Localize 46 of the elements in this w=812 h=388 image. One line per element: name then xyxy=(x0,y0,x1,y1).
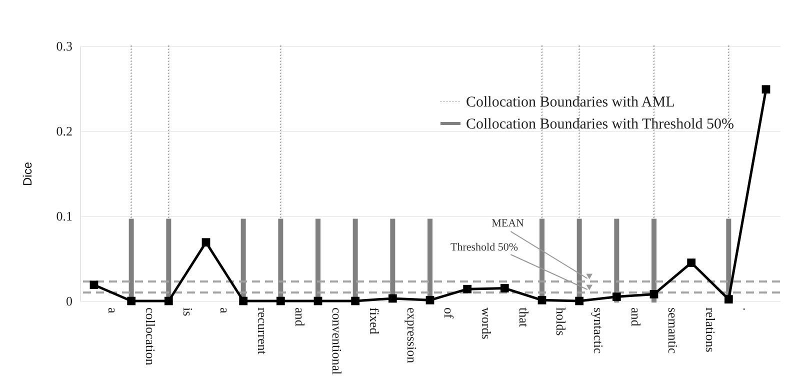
x-tick-label: semantic xyxy=(666,308,681,354)
x-tick-label: relations xyxy=(703,308,718,352)
y-tick-label: 0 xyxy=(66,294,72,308)
ref-line-label: Threshold 50% xyxy=(450,242,518,254)
y-tick-label: 0.1 xyxy=(56,208,72,224)
point xyxy=(127,296,136,306)
point xyxy=(202,238,210,247)
x-tick-label: and xyxy=(292,308,308,327)
point xyxy=(612,292,621,301)
ref-line-label: MEAN xyxy=(492,217,524,230)
x-tick-label: that xyxy=(516,308,532,328)
x-tick-label: syntactic xyxy=(591,308,606,354)
point xyxy=(538,296,546,304)
point xyxy=(426,296,434,304)
y-tick-label: 0.3 xyxy=(56,38,72,54)
x-tick-label: recurrent xyxy=(255,308,270,355)
x-tick-label: of xyxy=(442,308,457,319)
x-tick-label: . xyxy=(740,308,756,311)
x-tick-label: a xyxy=(106,308,121,314)
point xyxy=(500,284,509,292)
point xyxy=(388,294,397,303)
point xyxy=(762,85,770,94)
point xyxy=(239,296,248,306)
point xyxy=(575,296,584,306)
point xyxy=(314,296,322,306)
point xyxy=(276,296,285,306)
x-tick-label: fixed xyxy=(367,308,382,335)
x-tick-label: expression xyxy=(404,308,420,364)
y-tick-label: 0.2 xyxy=(56,124,72,138)
x-tick-label: and xyxy=(628,308,644,327)
legend-label: Collocation Boundaries with Threshold 50% xyxy=(466,116,734,132)
point xyxy=(724,295,733,304)
point xyxy=(650,290,658,298)
point xyxy=(164,296,173,306)
legend-label: Collocation Boundaries with AML xyxy=(466,94,675,110)
x-tick-label: holds xyxy=(554,308,569,336)
x-tick-label: a xyxy=(218,308,233,314)
x-tick-label: is xyxy=(180,308,196,316)
y-axis-title: Dice xyxy=(20,162,34,186)
x-tick-label: words xyxy=(479,308,494,340)
x-tick-label: collocation xyxy=(143,308,158,366)
x-tick-label: conventional xyxy=(330,308,345,376)
point xyxy=(90,280,98,290)
point xyxy=(463,284,472,294)
point xyxy=(687,258,696,267)
point xyxy=(351,296,360,306)
